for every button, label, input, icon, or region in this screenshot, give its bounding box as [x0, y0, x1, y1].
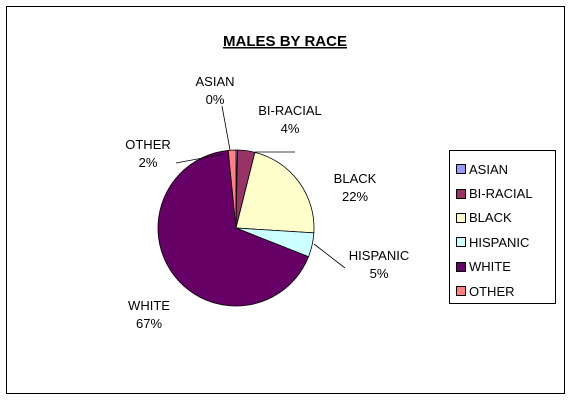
slice-percent-bi-racial: 4%: [281, 121, 300, 136]
slice-percent-other: 2%: [139, 155, 158, 170]
legend-swatch: [456, 212, 466, 223]
legend-swatch: [456, 286, 466, 297]
legend-swatch: [456, 261, 466, 272]
leader-line-hispanic: [313, 243, 346, 269]
legend-swatch: [456, 188, 466, 199]
legend-label: WHITE: [469, 259, 511, 275]
legend-item-white: WHITE: [450, 255, 555, 279]
slice-percent-hispanic: 5%: [370, 266, 389, 281]
pie-slice-white: [157, 149, 310, 307]
pie-slice-black: [235, 151, 315, 234]
slice-label-white: WHITE: [128, 298, 170, 313]
chart-title: MALES BY RACE: [223, 33, 347, 50]
slice-percent-white: 67%: [136, 316, 162, 331]
slice-label-hispanic: HISPANIC: [349, 248, 409, 263]
slice-label-other: OTHER: [125, 137, 171, 152]
slice-label-asian: ASIAN: [195, 74, 234, 89]
legend-swatch: [456, 164, 466, 175]
legend-item-hispanic: HISPANIC: [450, 230, 555, 254]
legend-label: HISPANIC: [469, 234, 530, 250]
legend-label: BLACK: [469, 210, 512, 226]
slice-percent-black: 22%: [342, 189, 368, 204]
legend-label: OTHER: [469, 283, 515, 299]
legend-item-asian: ASIAN: [450, 157, 555, 181]
legend-item-black: BLACK: [450, 206, 555, 230]
legend-item-other: OTHER: [450, 279, 555, 303]
legend-label: ASIAN: [469, 161, 509, 177]
legend-swatch: [456, 237, 466, 248]
slice-label-bi-racial: BI-RACIAL: [258, 103, 322, 118]
slice-percent-asian: 0%: [206, 92, 225, 107]
slice-labels: ASIAN 0% BI-RACIAL 4% BLACK 22% HISPANIC 5% WHIT…: [125, 74, 409, 331]
legend-item-bi-racial: BI-RACIAL: [450, 181, 555, 205]
leader-line-other: [175, 153, 225, 164]
leader-line-asian: [221, 105, 231, 151]
slice-label-black: BLACK: [334, 171, 377, 186]
leader-lines: [175, 105, 346, 269]
pie-slices: [157, 149, 315, 307]
legend-label: BI-RACIAL: [469, 186, 533, 202]
pie-slice-other: [227, 149, 237, 229]
legend: ASIAN BI-RACIAL BLACK HISPANIC WHITE OTHER: [449, 150, 556, 304]
